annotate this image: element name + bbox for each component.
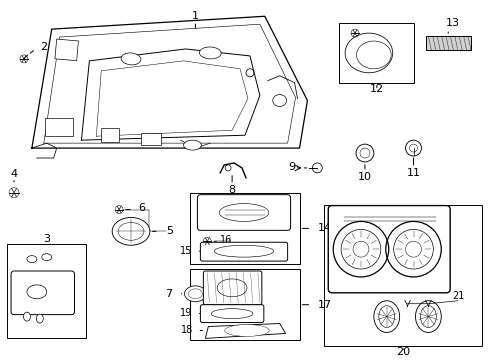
FancyBboxPatch shape: [197, 195, 290, 230]
Ellipse shape: [121, 53, 141, 65]
Text: 18: 18: [181, 325, 193, 336]
Text: 16: 16: [220, 235, 232, 245]
FancyBboxPatch shape: [200, 305, 264, 323]
Bar: [190, 269, 299, 341]
Text: 14: 14: [317, 224, 331, 233]
Bar: [141, 133, 161, 145]
FancyBboxPatch shape: [327, 206, 449, 293]
Ellipse shape: [272, 95, 286, 107]
Ellipse shape: [420, 306, 435, 328]
Text: 11: 11: [406, 168, 420, 178]
Text: 5: 5: [165, 226, 172, 237]
Text: 7: 7: [165, 289, 172, 299]
Bar: [324, 204, 481, 346]
Text: 10: 10: [357, 172, 371, 182]
Text: 2: 2: [40, 42, 47, 52]
Ellipse shape: [23, 312, 30, 321]
Ellipse shape: [41, 254, 52, 261]
Ellipse shape: [184, 286, 206, 302]
Bar: [190, 193, 299, 264]
FancyBboxPatch shape: [200, 242, 287, 261]
Text: 6: 6: [138, 203, 144, 212]
Text: 21: 21: [451, 291, 463, 301]
Ellipse shape: [27, 285, 47, 299]
Ellipse shape: [415, 301, 440, 332]
Ellipse shape: [27, 256, 37, 262]
Text: 13: 13: [445, 18, 459, 28]
FancyBboxPatch shape: [11, 271, 74, 315]
Text: 8: 8: [228, 185, 235, 195]
Ellipse shape: [217, 279, 246, 297]
Text: 15: 15: [180, 246, 192, 256]
Bar: [426, 36, 470, 50]
Bar: [7, 244, 86, 338]
Bar: [101, 128, 119, 142]
Text: 3: 3: [43, 234, 50, 244]
Bar: [55, 39, 78, 61]
Text: 1: 1: [192, 11, 199, 21]
Ellipse shape: [188, 289, 202, 299]
Ellipse shape: [224, 324, 269, 337]
Ellipse shape: [112, 217, 149, 245]
Ellipse shape: [214, 245, 273, 257]
Bar: [339, 23, 413, 83]
Ellipse shape: [118, 222, 143, 240]
Ellipse shape: [211, 309, 252, 319]
Bar: [45, 118, 72, 136]
Text: 19: 19: [180, 308, 192, 318]
Text: 4: 4: [10, 169, 18, 179]
Text: 20: 20: [396, 347, 410, 357]
Ellipse shape: [219, 204, 268, 221]
Ellipse shape: [183, 140, 201, 150]
Ellipse shape: [199, 47, 221, 59]
Ellipse shape: [36, 314, 43, 323]
Text: 17: 17: [317, 300, 331, 310]
Ellipse shape: [345, 33, 392, 73]
Ellipse shape: [373, 301, 399, 332]
Text: 12: 12: [369, 84, 383, 94]
Ellipse shape: [356, 41, 390, 69]
Text: 9: 9: [288, 162, 295, 172]
FancyBboxPatch shape: [203, 271, 261, 305]
Ellipse shape: [378, 306, 394, 328]
